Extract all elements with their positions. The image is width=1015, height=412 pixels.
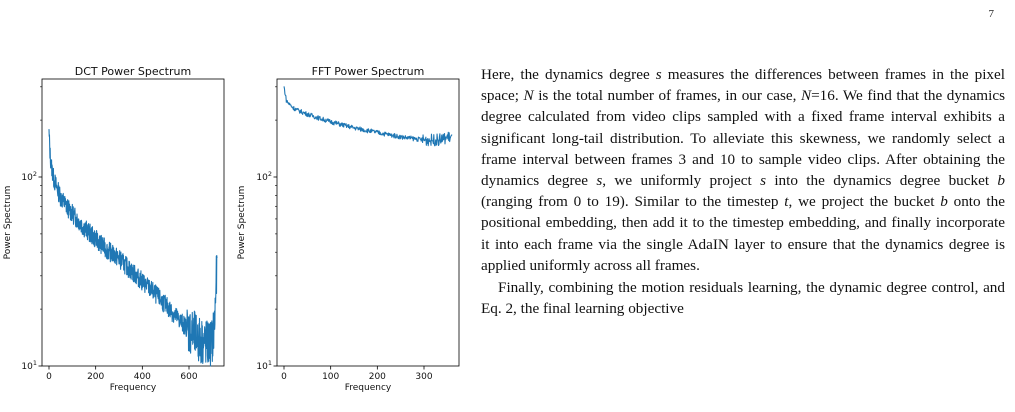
math-variable: s [760,172,766,190]
math-variable: N [523,87,534,105]
y-axis-label: Power Spectrum [237,186,247,260]
fft-chart-svg: FFT Power Spectrum 0 100 200 300 Frequency 101… [237,65,460,393]
dct-power-spectrum-plot: DCT Power Spectrum 0 200 400 600 Frequency 101… [0,63,232,403]
x-tick-label: 400 [134,372,151,382]
x-tick-label: 600 [180,372,197,382]
series-line [48,129,218,367]
y-tick-label: 101 [256,359,272,372]
x-tick-label: 0 [281,372,287,382]
dct-chart-svg: DCT Power Spectrum 0 200 400 600 Frequency 101… [3,65,225,393]
axes-frame [276,78,460,367]
axes-frame [41,78,225,367]
x-tick-label: 200 [87,372,104,382]
y-tick-label: 102 [256,170,272,183]
y-tick-label: 101 [21,359,37,372]
math-variable: t [784,193,789,211]
paragraph-final-objective: Finally, combining the motion residuals … [481,279,1005,318]
x-tick-label: 300 [415,372,432,382]
x-axis-label: Frequency [345,383,392,393]
chart-title: DCT Power Spectrum [75,65,191,78]
math-variable: b [997,172,1005,190]
fft-power-spectrum-plot: FFT Power Spectrum 0 100 200 300 Frequency 101… [232,63,467,403]
y-axis-label: Power Spectrum [3,186,13,260]
math-variable: s [596,172,603,190]
page-number: 7 [988,8,995,20]
x-tick-label: 0 [46,372,52,382]
math-variable: N [800,87,812,105]
math-variable: b [940,193,948,211]
x-tick-label: 100 [322,372,339,382]
paragraph-dynamics-degree: Here, the dynamics degree s measures the… [481,66,1005,274]
y-tick-label: 102 [21,170,37,183]
x-tick-label: 200 [369,372,386,382]
series-line [283,86,453,147]
body-text-column: Here, the dynamics degree s measures the… [481,64,1005,319]
math-variable: s [655,66,662,83]
chart-title: FFT Power Spectrum [312,65,425,78]
x-axis-label: Frequency [110,383,157,393]
